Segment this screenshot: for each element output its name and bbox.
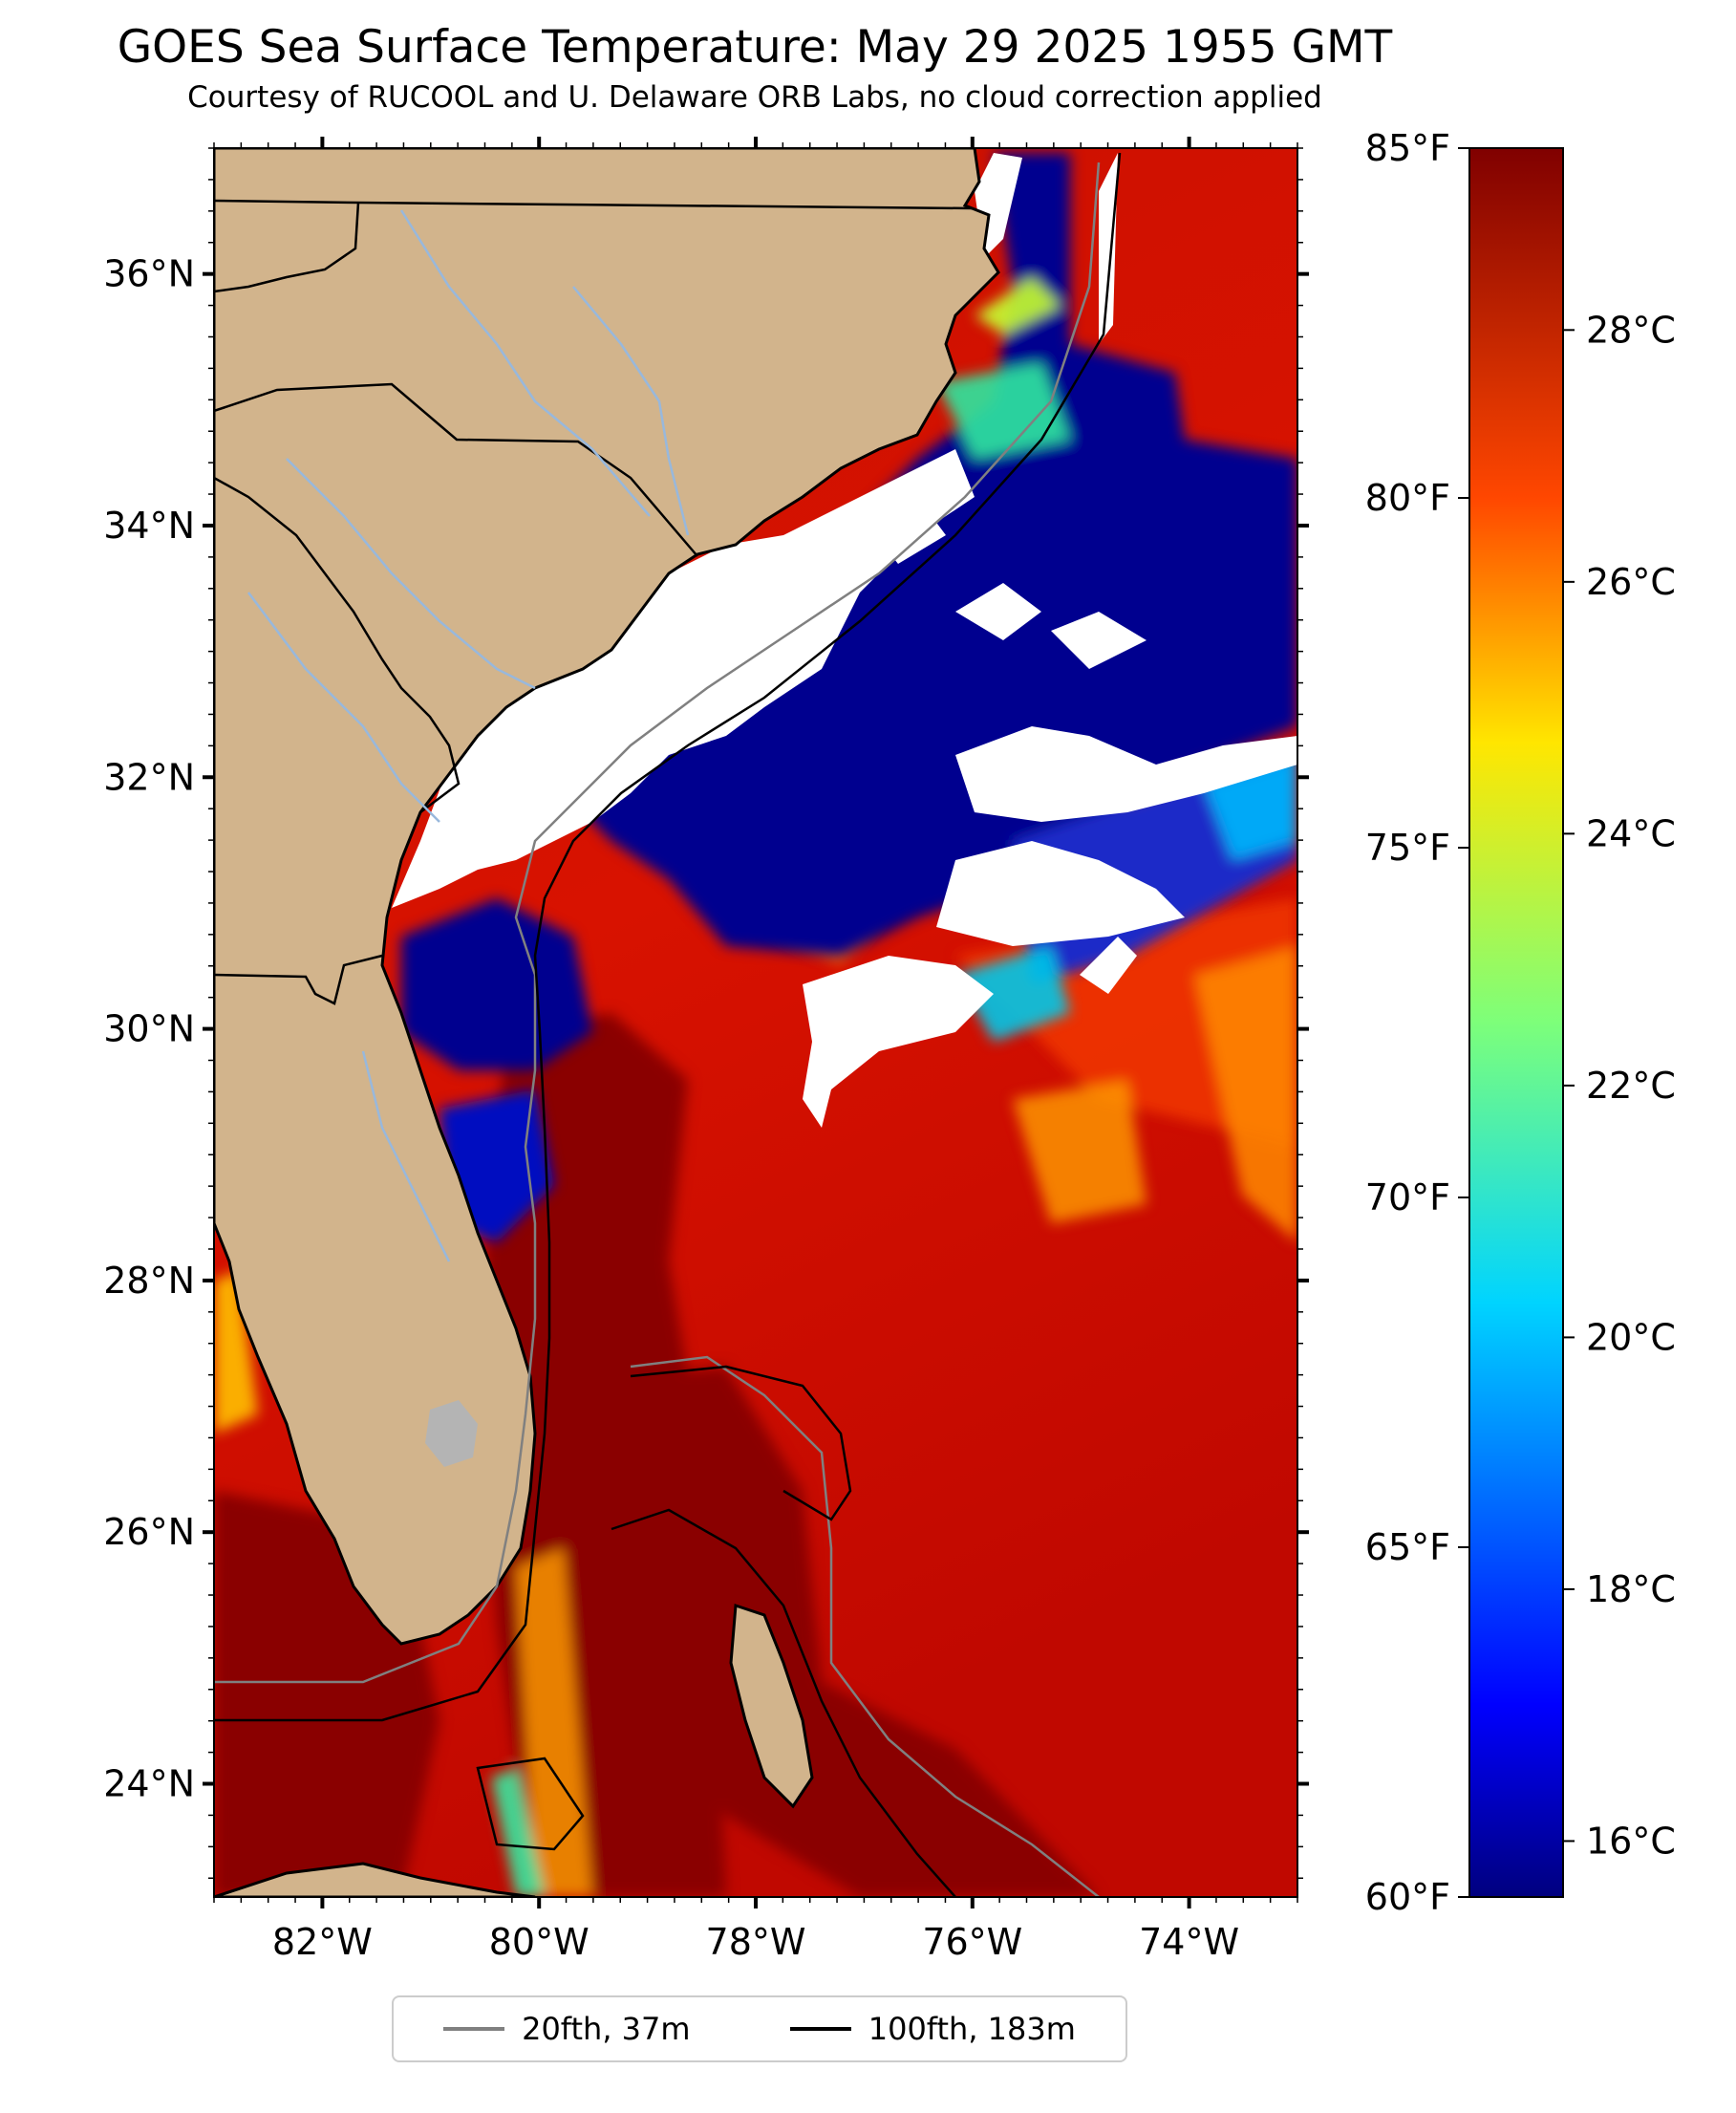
lat-tick-label: 24°N xyxy=(103,1763,195,1805)
land-cuba xyxy=(214,1862,536,1897)
lon-tick-label: 74°W xyxy=(1139,1921,1239,1963)
legend-entry-100fth: 100fth, 183m xyxy=(789,2011,1076,2047)
colorbar-c-label: 26°C xyxy=(1586,561,1676,603)
legend-label-100fth: 100fth, 183m xyxy=(868,2011,1076,2047)
map-title: GOES Sea Surface Temperature: May 29 202… xyxy=(117,21,1393,74)
colorbar-c-label: 20°C xyxy=(1586,1316,1676,1358)
legend-swatch-gray xyxy=(443,2027,505,2031)
map-subtitle: Courtesy of RUCOOL and U. Delaware ORB L… xyxy=(187,80,1322,115)
legend-swatch-black xyxy=(789,2027,851,2031)
lat-tick-label: 30°N xyxy=(103,1008,195,1050)
axis-ticks xyxy=(203,137,1309,1908)
lat-tick-label: 36°N xyxy=(103,253,195,295)
colorbar-f-label: 60°F xyxy=(1365,1876,1450,1918)
legend-entry-20fth: 20fth, 37m xyxy=(443,2011,691,2047)
colorbar-f-label: 85°F xyxy=(1365,127,1450,169)
colorbar-c-label: 18°C xyxy=(1586,1568,1676,1610)
colorbar-c-label: 24°C xyxy=(1586,812,1676,854)
land-andros xyxy=(729,1603,814,1809)
rivers xyxy=(247,209,690,1262)
colorbar-f-label: 75°F xyxy=(1365,827,1450,869)
land-southeast-us xyxy=(214,148,1000,1646)
lon-tick-label: 78°W xyxy=(706,1921,806,1963)
cloud-mask xyxy=(392,153,1297,1128)
lon-tick-label: 82°W xyxy=(272,1921,373,1963)
colorbar-c-label: 28°C xyxy=(1586,309,1676,351)
axis-tick-labels: 82°W 80°W 78°W 76°W 74°W 24°N 26°N 28°N 30°N 32°N… xyxy=(103,253,1239,1963)
colorbar-c-label: 22°C xyxy=(1586,1065,1676,1107)
state-borders xyxy=(214,199,974,1005)
lon-tick-label: 76°W xyxy=(922,1921,1022,1963)
colorbar-ticks: 60°F 65°F 70°F 75°F 80°F 85°F 16°C 18°C 20°C 22°C… xyxy=(1365,127,1676,1918)
colorbar xyxy=(1468,147,1564,1898)
isobath-lines xyxy=(214,152,1122,1897)
colorbar-f-label: 65°F xyxy=(1365,1526,1450,1568)
colorbar-f-label: 80°F xyxy=(1365,477,1450,519)
lat-tick-label: 26°N xyxy=(103,1511,195,1553)
lon-tick-label: 80°W xyxy=(489,1921,589,1963)
lake-okeechobee xyxy=(425,1400,478,1467)
lat-tick-label: 32°N xyxy=(103,756,195,798)
lat-tick-label: 28°N xyxy=(103,1260,195,1302)
isobath-legend: 20fth, 37m 100fth, 183m xyxy=(392,1995,1127,2062)
legend-label-20fth: 20fth, 37m xyxy=(522,2011,691,2047)
sst-map xyxy=(214,148,1297,1897)
colorbar-c-label: 16°C xyxy=(1586,1820,1676,1862)
lat-tick-label: 34°N xyxy=(103,505,195,547)
colorbar-f-label: 70°F xyxy=(1365,1176,1450,1218)
